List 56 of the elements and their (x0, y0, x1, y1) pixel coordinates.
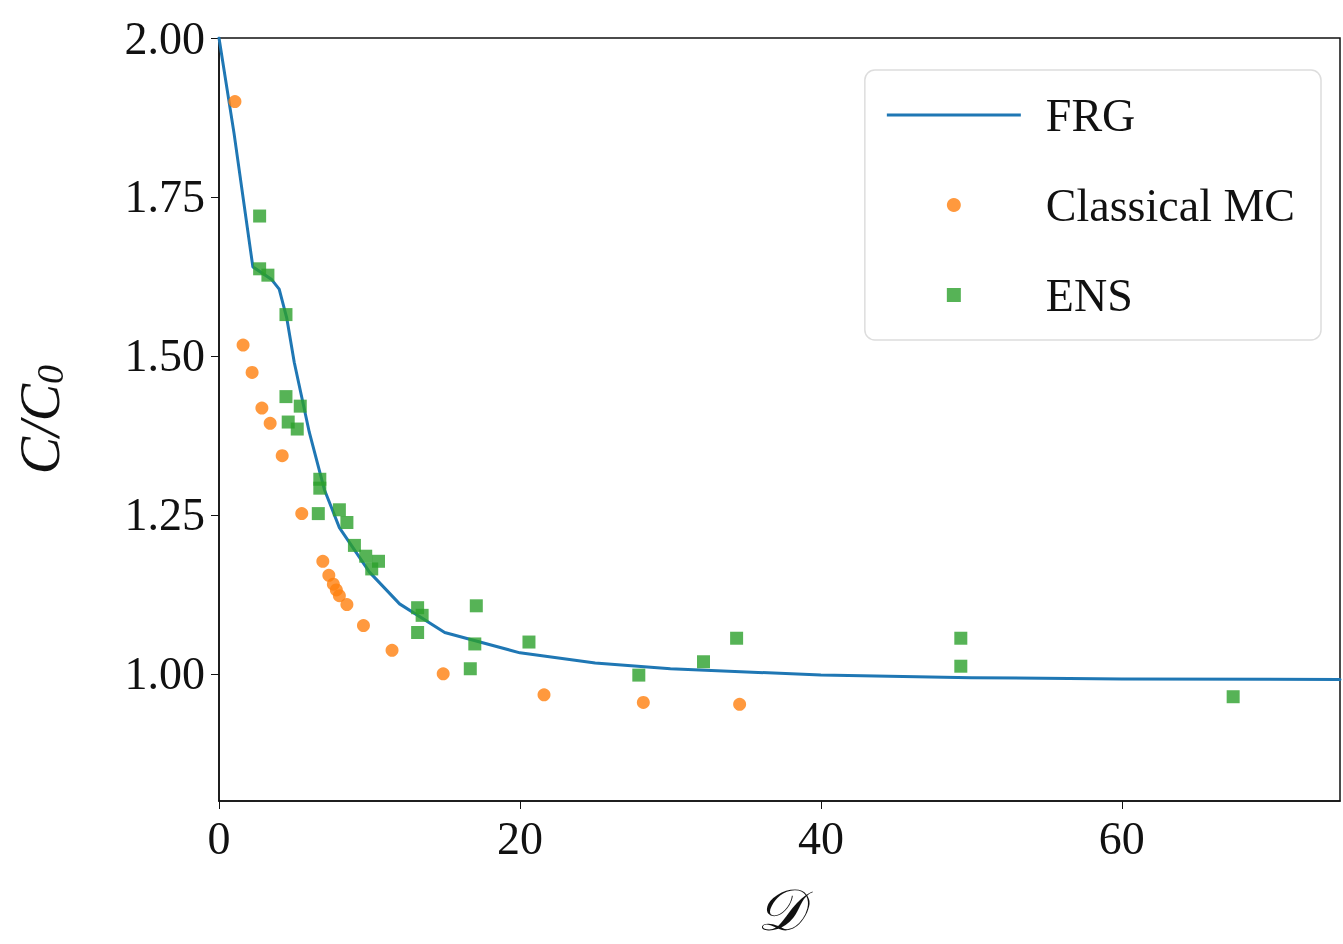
point (311, 507, 325, 521)
point (733, 697, 747, 711)
y-tick-label: 1.25 (124, 489, 205, 541)
point (954, 659, 968, 673)
point (522, 635, 536, 649)
point (236, 338, 250, 352)
point (469, 599, 483, 613)
point (295, 507, 309, 521)
point (275, 449, 289, 463)
legend-label: FRG (1045, 89, 1136, 141)
point (340, 516, 354, 530)
x-axis-title: 𝒟 (756, 877, 813, 943)
point (636, 695, 650, 709)
y-axis-title: C/C0 (9, 364, 71, 475)
point (340, 598, 354, 612)
point (1226, 690, 1240, 704)
legend-label: Classical MC (1045, 179, 1296, 231)
point (316, 554, 330, 568)
point (228, 95, 242, 109)
point (245, 365, 259, 379)
x-tick-label: 20 (496, 812, 543, 864)
y-tick-label: 2.00 (124, 12, 205, 64)
point (372, 554, 385, 568)
legend-label: ENS (1045, 269, 1133, 321)
y-tick-label: 1.50 (124, 330, 205, 382)
point (313, 481, 327, 495)
point (954, 631, 968, 645)
x-tick-label: 0 (207, 812, 231, 864)
point (261, 268, 275, 282)
point (463, 662, 477, 676)
point (359, 549, 373, 563)
point (279, 308, 293, 322)
point (356, 619, 370, 633)
point (332, 503, 346, 517)
point (255, 401, 269, 415)
point (332, 589, 346, 603)
point (263, 416, 277, 430)
point (436, 667, 450, 681)
point (415, 608, 429, 622)
point (279, 390, 293, 404)
point (411, 626, 425, 639)
x-tick-label: 60 (1098, 812, 1145, 864)
point (347, 538, 361, 552)
point (632, 668, 646, 682)
y-tick-label: 1.75 (124, 171, 205, 223)
point (730, 631, 744, 645)
point (468, 637, 482, 651)
point (290, 422, 304, 436)
point (293, 399, 307, 413)
y-tick-label: 1.00 (124, 648, 205, 700)
line-series (217, 36, 1342, 682)
point (537, 688, 551, 702)
point (253, 209, 267, 223)
x-tick-label: 40 (797, 812, 844, 864)
point (385, 643, 399, 657)
point (697, 655, 711, 669)
